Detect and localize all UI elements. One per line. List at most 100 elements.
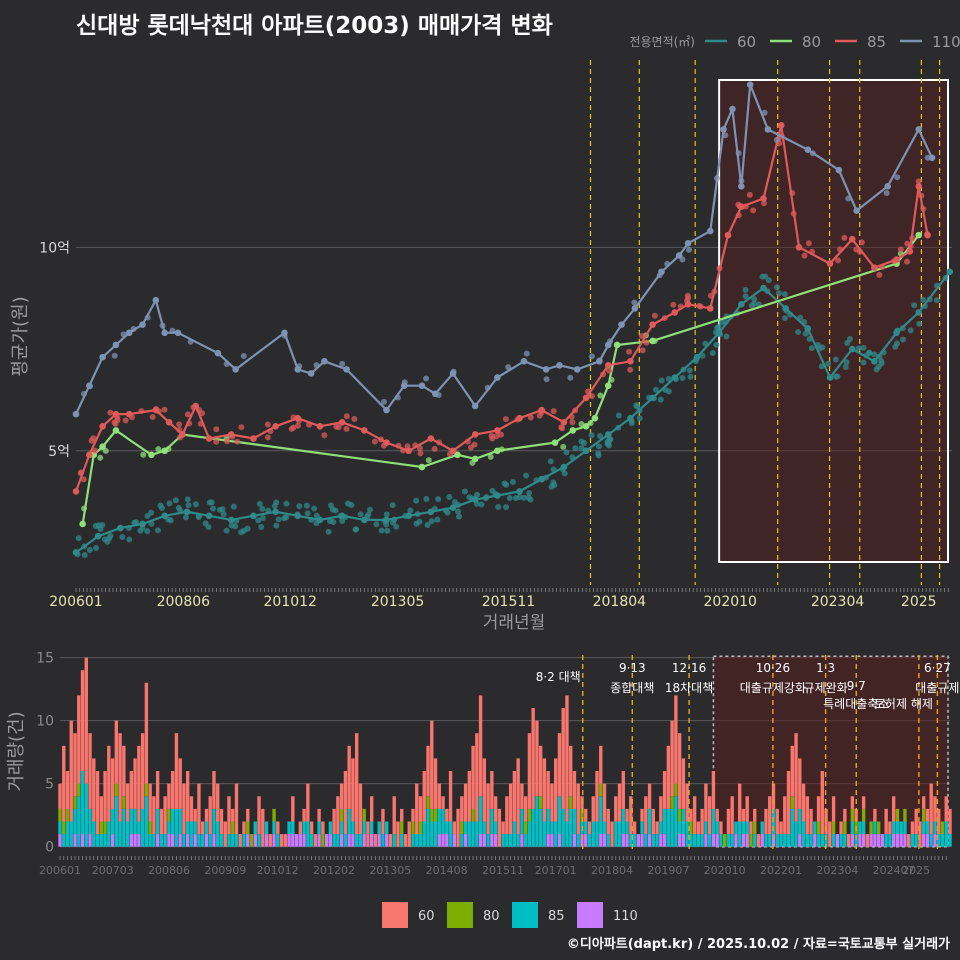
data-point-60 [715,329,723,337]
scatter-point-60 [259,514,266,521]
volume-bar-85 [418,834,423,847]
scatter-point-60 [842,364,849,371]
volume-bar-85 [779,834,783,847]
volume-bar-110 [264,834,269,847]
scatter-point-60 [657,396,664,403]
data-point-110 [853,207,860,215]
volume-bar-85 [144,796,149,847]
scatter-point-85 [343,425,350,432]
volume-bar-110 [933,834,937,847]
volume-bar-85 [501,834,505,847]
scatter-point-60 [283,500,290,507]
volume-bar-60 [65,771,70,809]
volume-bar-60 [632,821,637,835]
volume-bar-110 [704,834,708,847]
volume-bar-60 [339,783,344,809]
scatter-point-60 [605,442,612,449]
volume-bar-85 [212,808,216,835]
volume-bar-60 [309,821,314,835]
scatter-point-60 [832,356,839,363]
data-point-110 [307,370,315,377]
volume-bar-80 [144,783,149,797]
volume-bar-85 [411,834,415,847]
volume-bar-85 [358,834,363,847]
scatter-point-60 [578,438,585,445]
volume-bar-110 [362,834,366,847]
volume-bar-85 [937,834,941,847]
data-point-80 [454,451,461,459]
volume-bar-85 [674,796,678,847]
volume-bar-80 [753,821,757,835]
volume-bar-85 [110,808,115,835]
data-point-85 [649,321,656,328]
data-point-110 [804,146,812,154]
scatter-point-85 [431,445,438,452]
volume-bar-60 [321,821,325,835]
scatter-point-60 [723,333,730,340]
series-80 [79,231,923,528]
volume-bar-60 [625,808,629,822]
scatter-point-80 [560,443,567,450]
scatter-point-85 [416,445,423,452]
volume-bar-85 [625,821,629,835]
scatter-point-110 [588,353,595,360]
scatter-point-60 [119,533,126,540]
volume-bar-60 [651,808,656,835]
scatter-point-85 [569,419,576,426]
scatter-point-60 [93,544,100,551]
data-point-110 [738,183,745,190]
scatter-point-60 [911,302,918,309]
volume-bar-85 [400,834,404,847]
volume-bar-60 [925,808,930,822]
volume-bar-60 [103,771,107,822]
data-point-85 [915,183,923,190]
scatter-point-60 [104,538,111,545]
volume-bar-85 [204,821,209,835]
volume-bar-60 [711,771,716,809]
volume-bar-60 [569,745,573,797]
volume-bar-85 [253,821,257,835]
data-point-85 [582,394,590,402]
volume-x-tick-label: 201804 [591,864,633,877]
data-point-80 [649,337,656,345]
volume-bar-110 [80,834,85,847]
volume-bar-110 [490,834,494,847]
volume-bar-85 [888,834,892,847]
volume-bar-80 [339,808,344,822]
volume-bar-60 [448,771,453,822]
volume-bar-85 [103,834,107,847]
volume-bar-85 [490,808,494,835]
volume-bar-60 [948,808,952,835]
volume-bar-85 [621,808,625,835]
scatter-point-85 [626,348,633,355]
data-point-110 [928,154,936,162]
volume-bar-85 [531,808,535,847]
data-point-110 [542,366,550,373]
volume-bar-110 [294,834,299,847]
scatter-point-85 [471,441,478,448]
scatter-point-85 [627,366,634,373]
volume-bar-110 [298,834,303,847]
data-point-85 [165,418,173,426]
scatter-point-80 [140,451,147,458]
series-line-60 [75,271,951,554]
volume-bar-85 [73,808,77,835]
volume-bar-85 [550,821,554,835]
event-date-9-7: 9·7 [847,679,866,693]
volume-bar-60 [422,771,426,822]
volume-bar-60 [805,796,809,835]
volume-bar-85 [65,821,70,847]
scatter-point-85 [606,367,613,374]
scatter-point-85 [685,294,692,301]
volume-bar-85 [155,808,160,835]
volume-bar-110 [599,834,603,847]
scatter-point-60 [158,505,165,512]
volume-bar-80 [430,808,434,822]
data-point-110 [764,126,772,133]
scatter-point-110 [505,364,512,371]
scatter-point-60 [775,290,782,297]
scatter-point-110 [543,376,550,383]
data-point-60 [946,268,954,276]
data-point-60 [893,329,900,337]
volume-bar-60 [388,834,393,847]
